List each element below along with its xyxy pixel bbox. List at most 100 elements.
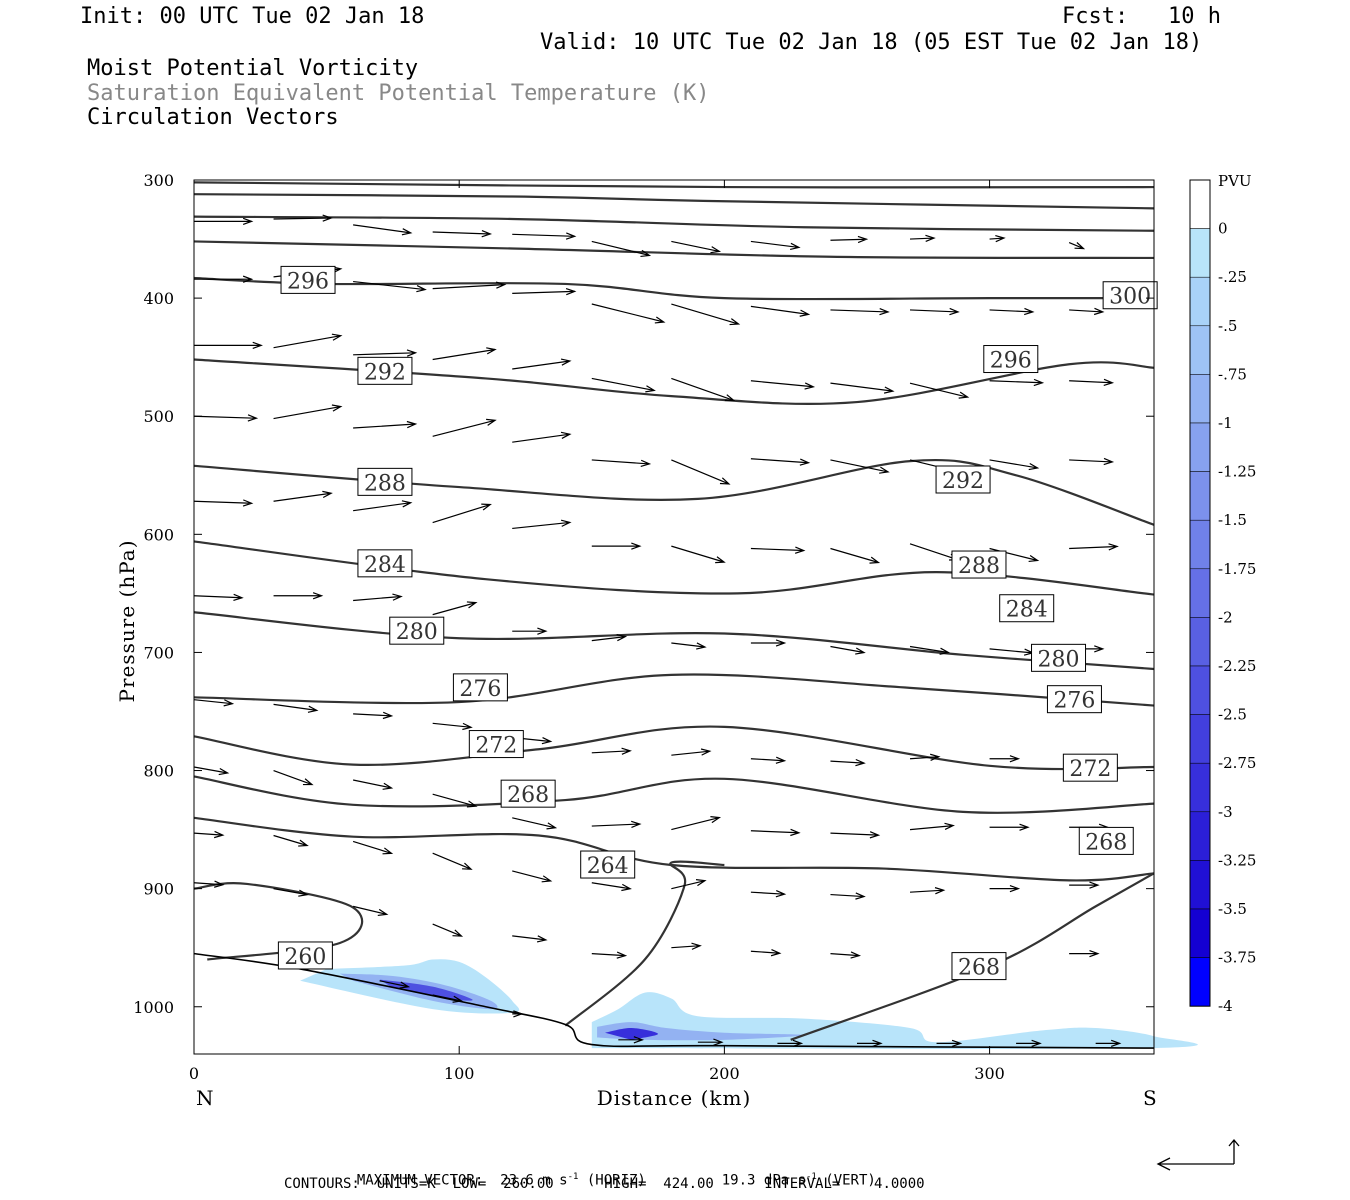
field-title-mpv: Moist Potential Vorticity xyxy=(87,56,419,81)
theta-contour-264 xyxy=(564,860,725,1027)
theta-contour-300 xyxy=(193,240,1155,260)
circulation-vector xyxy=(512,519,572,530)
circulation-vector xyxy=(856,1039,883,1048)
circulation-vector xyxy=(512,870,553,883)
circulation-vector xyxy=(750,380,816,390)
contour-label: 292 xyxy=(357,356,413,385)
colorbar-label: -3.75 xyxy=(1218,949,1256,967)
contour-label-box xyxy=(1062,753,1118,782)
circulation-vector xyxy=(909,543,960,561)
circulation-vector xyxy=(432,418,497,437)
circulation-vector xyxy=(830,645,866,655)
y-tick-label: 400 xyxy=(143,289,174,308)
contour-label-text: 280 xyxy=(396,620,438,645)
circulation-vector xyxy=(591,303,666,324)
colorbar-swatch xyxy=(1189,762,1211,813)
circulation-vector xyxy=(591,459,652,467)
circulation-vector xyxy=(379,980,411,989)
colorbar-label: -.25 xyxy=(1218,268,1247,286)
contour-label-box xyxy=(500,779,556,808)
contour-label-box xyxy=(357,467,413,496)
contour-label: 272 xyxy=(1062,753,1118,782)
colorbar-label: -2.25 xyxy=(1218,657,1256,675)
colorbar-swatch xyxy=(1189,325,1211,375)
colorbar-swatch xyxy=(1189,811,1211,861)
y-axis-label: Pressure (hPa) xyxy=(115,540,139,703)
x-tick-label: 0 xyxy=(189,1064,199,1083)
colorbar-swatch xyxy=(1189,957,1211,1007)
circulation-vector xyxy=(432,503,492,524)
circulation-vector xyxy=(750,240,801,251)
circulation-vector xyxy=(909,645,951,655)
circulation-vector xyxy=(671,748,712,756)
colorbar-swatch xyxy=(1189,519,1211,570)
contour-label: 260 xyxy=(277,941,333,970)
circulation-vector xyxy=(1068,242,1086,250)
contour-label: 292 xyxy=(935,465,991,494)
contour-label: 296 xyxy=(983,345,1039,374)
colorbar-label: -2 xyxy=(1218,608,1233,626)
circulation-vector xyxy=(432,347,497,361)
circulation-vector xyxy=(671,942,702,950)
circulation-vector xyxy=(512,1010,524,1018)
contour-label-box xyxy=(389,616,445,645)
colorbar-label: -4 xyxy=(1218,997,1233,1015)
contour-label: 284 xyxy=(999,594,1055,623)
circulation-vector xyxy=(989,378,1045,387)
colorbar-swatch xyxy=(1189,422,1211,472)
circulation-vector xyxy=(591,820,642,829)
circulation-vector xyxy=(750,949,782,957)
contour-label: 300 xyxy=(1102,281,1158,310)
max-vector-line: MAXIMUM VECTOR: 23.6 m s-1 (HORIZ) 19.3 … xyxy=(356,1172,876,1189)
y-tick-label: 700 xyxy=(143,643,174,662)
circulation-vector xyxy=(909,234,936,243)
axis-layer: 300 400 500 600 700 800 900 1000 0 100 200 300 xyxy=(133,171,1154,1083)
contour-label-text: 276 xyxy=(1053,689,1095,714)
contour-label-text: 268 xyxy=(507,783,549,808)
circulation-vector xyxy=(671,377,736,402)
circulation-vector xyxy=(989,755,1021,763)
contour-label-box xyxy=(357,549,413,578)
y-tick-label: 800 xyxy=(143,762,174,781)
contour-label: 264 xyxy=(580,850,636,879)
circulation-vector xyxy=(830,951,862,959)
circulation-vector xyxy=(750,458,811,466)
theta-contour-272 xyxy=(193,775,1155,814)
circulation-vector xyxy=(512,431,572,443)
colorbar-label: -.75 xyxy=(1218,365,1247,383)
circulation-vector xyxy=(777,1039,804,1048)
contour-label-text: 284 xyxy=(1006,598,1048,623)
contour-label: 288 xyxy=(357,467,413,496)
x-axis-label: Distance (km) xyxy=(597,1086,752,1110)
contour-label-text: 296 xyxy=(287,269,329,294)
circulation-vector xyxy=(432,994,464,1003)
colorbar-label: -3.25 xyxy=(1218,851,1256,869)
circulation-vector xyxy=(353,593,403,602)
circulation-vector xyxy=(750,756,787,764)
pv-shade-region xyxy=(591,992,1198,1049)
reference-vector-icon xyxy=(1156,1138,1240,1171)
x-tick-label: 100 xyxy=(444,1064,475,1083)
circulation-vector xyxy=(830,831,881,839)
circulation-vector xyxy=(432,793,478,808)
circulation-vector xyxy=(512,935,548,943)
y-tick-label: 300 xyxy=(143,171,174,190)
circulation-vector xyxy=(591,240,652,258)
south-label: S xyxy=(1143,1086,1157,1110)
circulation-vector xyxy=(909,753,941,761)
y-tick-label: 900 xyxy=(143,880,174,899)
contour-label: 296 xyxy=(280,265,336,294)
theta-contour-280 xyxy=(193,673,1155,707)
circulation-vector xyxy=(989,884,1021,893)
circulation-vector xyxy=(352,779,394,790)
contour-label-box xyxy=(580,850,636,879)
circulation-vector xyxy=(618,1036,645,1044)
circulation-vector xyxy=(273,404,343,420)
y-tick-label: 600 xyxy=(143,525,174,544)
terrain-layer xyxy=(193,952,1155,1049)
colorbar-swatch xyxy=(1189,374,1211,424)
field-title-theta: Saturation Equivalent Potential Temperat… xyxy=(87,81,710,106)
circulation-vector xyxy=(830,547,881,564)
circulation-vector xyxy=(591,951,628,959)
circulation-vector xyxy=(830,459,890,474)
